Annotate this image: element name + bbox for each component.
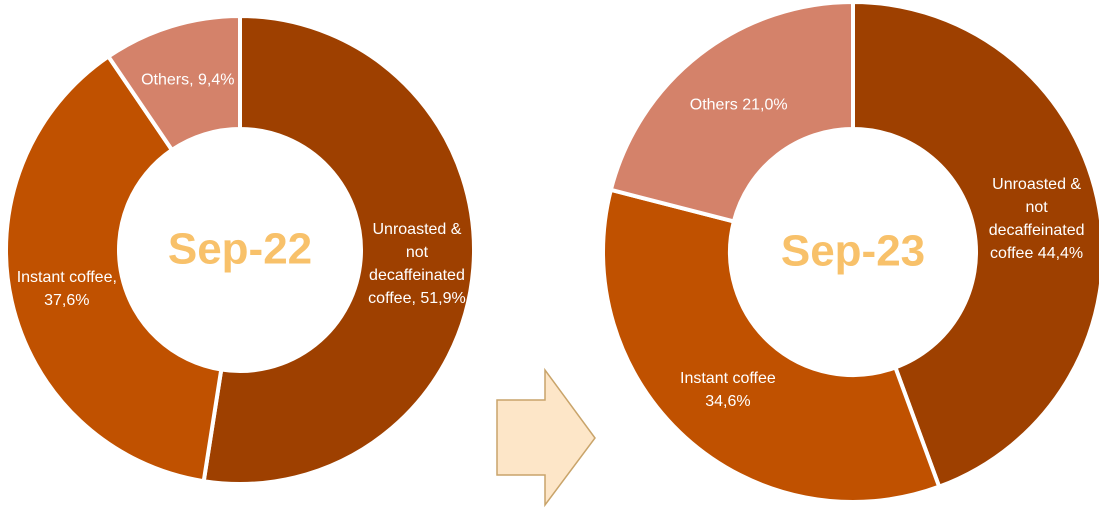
data-label: Others, 9,4%	[141, 71, 235, 89]
data-label: Instant coffee, 37,6%	[16, 268, 117, 309]
arrow	[496, 367, 596, 508]
center-title: Sep-22	[168, 225, 312, 274]
center-title: Sep-23	[781, 227, 925, 276]
donut-slice	[105, 13, 242, 153]
donut-slice	[851, 0, 1099, 490]
donut-slice	[4, 53, 224, 484]
data-label: Unroasted & not decaffeinated coffee, 51…	[368, 220, 466, 307]
donut-slice	[201, 13, 476, 486]
data-label: Others 21,0%	[689, 96, 788, 114]
data-label: Instant coffee 34,6%	[680, 370, 776, 411]
data-label: Unroasted & not decaffeinated coffee 44,…	[988, 176, 1085, 263]
donut-slice	[601, 187, 942, 504]
donut-slice	[608, 0, 855, 224]
